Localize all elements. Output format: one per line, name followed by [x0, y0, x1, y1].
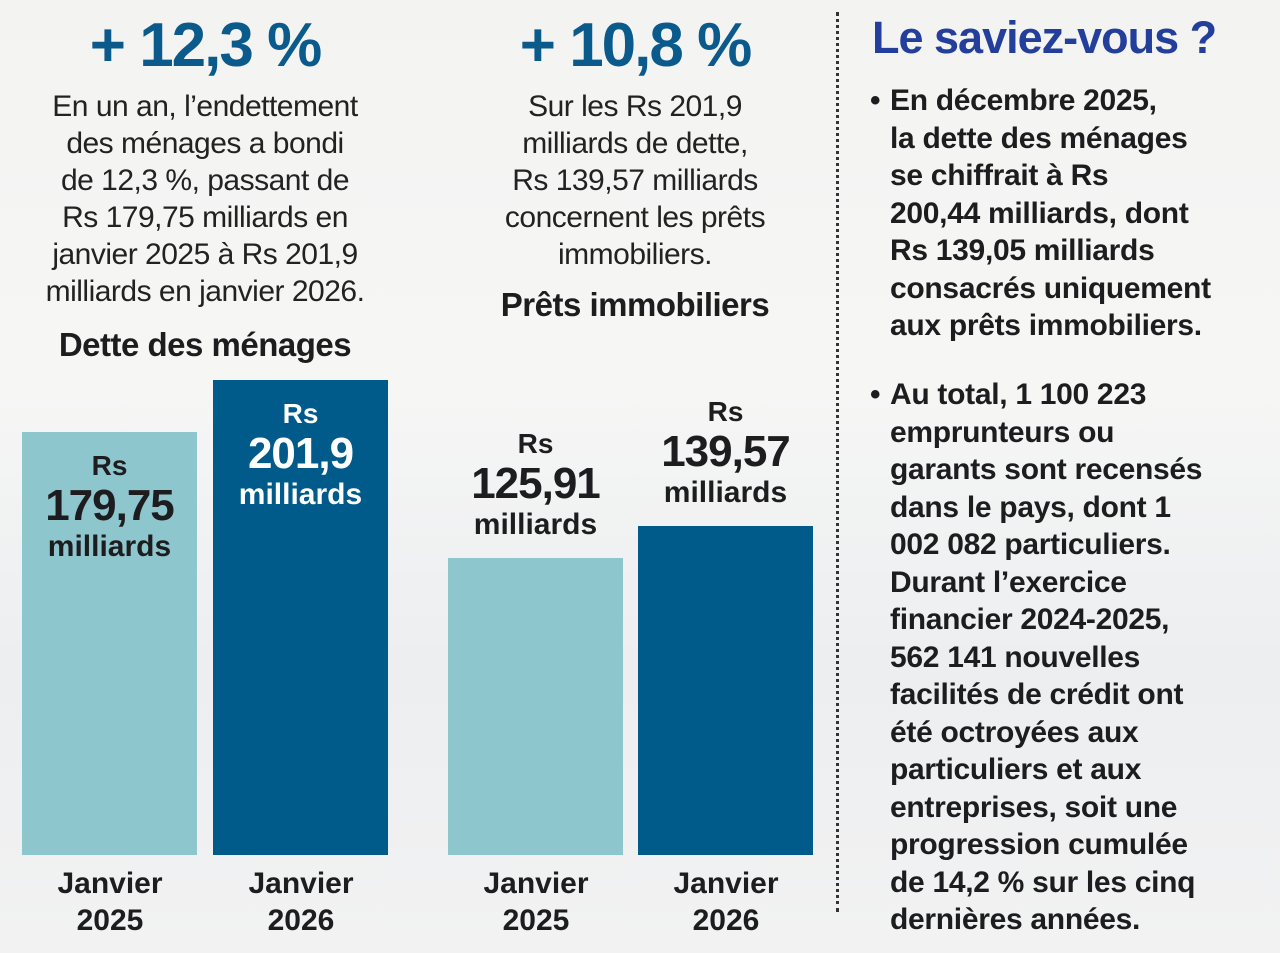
text-line: entreprises, soit une	[890, 790, 1178, 824]
bar-label-unit: milliards	[47, 529, 172, 563]
text-line: consacrés uniquement	[890, 271, 1211, 305]
category-label: Janvier 2025	[448, 865, 624, 939]
text-line: Sur les Rs 201,9	[528, 90, 742, 123]
bar-label-unit: milliards	[238, 477, 363, 511]
category-label: Janvier 2025	[22, 865, 198, 939]
chart1-title: Dette des ménages	[58, 326, 352, 363]
chart2-title: Prêts immobiliers	[500, 286, 770, 323]
category-line: 2025	[502, 904, 570, 937]
text-line: concernent les prêts	[504, 201, 766, 234]
text-line: de 12,3 %, passant de	[60, 164, 350, 197]
middle-headline: + 10,8 %	[519, 11, 752, 80]
text-line: aux prêts immobiliers.	[890, 309, 1202, 342]
text-line: 200,44 milliards, dont	[890, 196, 1189, 230]
bar-value-label: Rs 201,9 milliards	[213, 397, 388, 511]
text-line: En un an, l’endettement	[52, 90, 358, 123]
bar-value-label: Rs 139,57 milliards	[638, 398, 813, 508]
text-line: milliards en janvier 2026.	[45, 275, 365, 308]
text-line: En décembre 2025,	[890, 84, 1157, 117]
text-line: de 14,2 % sur les cinq	[890, 865, 1196, 899]
text-line: facilités de crédit ont	[890, 678, 1184, 711]
text-line: Au total, 1 100 223	[890, 378, 1147, 411]
bar-label-number: 139,57	[661, 427, 791, 477]
text-line: particuliers et aux	[890, 753, 1142, 786]
bar-value-label: Rs 125,91 milliards	[448, 430, 623, 540]
bullet-text: En décembre 2025, la dette des ménages se …	[890, 82, 1270, 345]
text-line: 002 082 particuliers.	[890, 528, 1171, 561]
bullet-icon: •	[870, 84, 881, 117]
bar-2-1	[448, 558, 623, 855]
bar-label-prefix: Rs	[517, 428, 554, 460]
text-line: Rs 139,57 milliards	[512, 164, 758, 197]
bullet-icon: •	[870, 378, 881, 411]
text-line: dernières années.	[890, 903, 1141, 936]
bullet-text: Au total, 1 100 223 emprunteurs ou garants…	[890, 376, 1270, 939]
category-line: 2026	[267, 904, 335, 937]
category-line: Janvier	[483, 867, 589, 900]
bar-label-prefix: Rs	[91, 449, 128, 481]
text-line: Rs 139,05 milliards	[890, 234, 1155, 267]
dotted-divider	[836, 12, 839, 912]
category-line: 2026	[692, 904, 760, 937]
bar-value-label: Rs 179,75 milliards	[22, 449, 197, 563]
text-line: Durant l’exercice	[890, 565, 1127, 599]
text-line: Rs 179,75 milliards en	[62, 201, 348, 234]
text-line: janvier 2025 à Rs 201,9	[52, 238, 358, 271]
bar-1-2	[213, 379, 388, 855]
bar-label-prefix: Rs	[707, 396, 744, 428]
left-headline: + 12,3 %	[89, 11, 322, 80]
category-label: Janvier 2026	[213, 865, 389, 939]
bar-label-unit: milliards	[663, 476, 788, 510]
sidebar-title: Le saviez-vous ?	[872, 12, 1217, 63]
text-line: financier 2024-2025,	[890, 603, 1170, 636]
bar-label-number: 125,91	[471, 459, 601, 509]
text-line: progression cumulée	[890, 828, 1188, 861]
text-line: immobiliers.	[557, 238, 713, 271]
text-line: garants sont recensés	[890, 453, 1203, 486]
category-line: Janvier	[248, 867, 354, 900]
bar-label-number: 179,75	[45, 480, 175, 530]
sidebar-bullet-2: • Au total, 1 100 223 emprunteurs ou garant…	[870, 376, 1270, 939]
text-line: été octroyées aux	[890, 715, 1139, 749]
bar-1-1	[22, 431, 197, 855]
text-line: dans le pays, dont 1	[890, 490, 1171, 524]
left-description: En un an, l’endettement des ménages a bon…	[0, 88, 410, 310]
text-line: 562 141 nouvelles	[890, 640, 1141, 674]
category-line: 2025	[76, 904, 144, 937]
bar-label-prefix: Rs	[282, 397, 319, 429]
text-line: milliards de dette,	[522, 127, 748, 160]
category-line: Janvier	[57, 867, 163, 900]
text-line: la dette des ménages	[890, 121, 1188, 155]
sidebar-bullet-1: • En décembre 2025, la dette des ménages se…	[870, 82, 1270, 345]
text-line: emprunteurs ou	[890, 415, 1115, 449]
bar-label-number: 201,9	[247, 428, 354, 478]
bar-2-2	[638, 526, 813, 855]
category-label: Janvier 2026	[638, 865, 814, 939]
text-line: se chiffrait à Rs	[890, 159, 1109, 192]
middle-description: Sur les Rs 201,9 milliards de dette, Rs 13…	[430, 88, 840, 273]
text-line: des ménages a bondi	[66, 127, 344, 160]
category-line: Janvier	[673, 867, 779, 900]
bar-label-unit: milliards	[473, 508, 598, 542]
